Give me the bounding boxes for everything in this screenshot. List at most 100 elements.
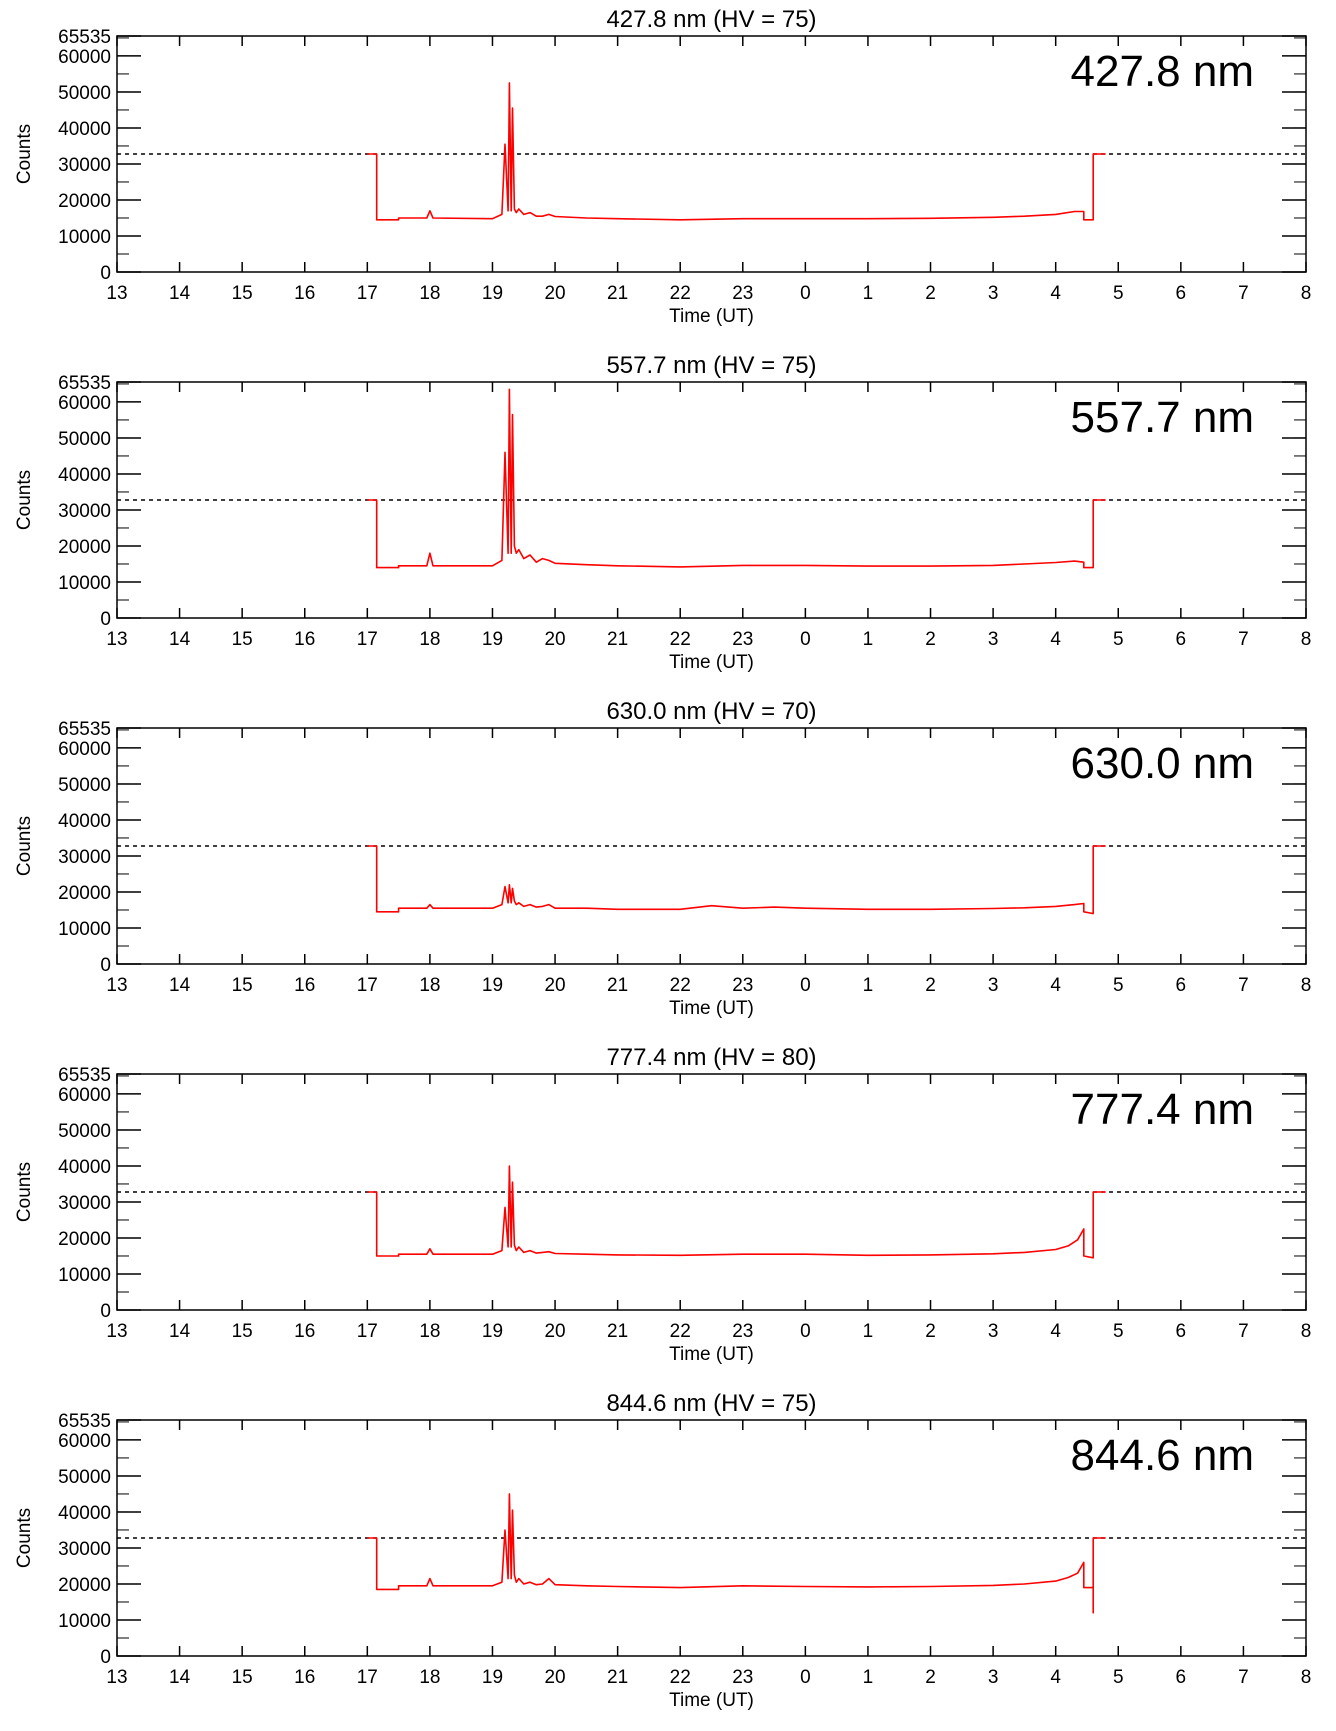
- x-tick-label: 16: [294, 1667, 315, 1688]
- x-tick-label: 7: [1238, 629, 1249, 650]
- x-tick-label: 4: [1050, 1321, 1061, 1342]
- x-tick-label: 0: [800, 283, 811, 304]
- wavelength-label: 777.4 nm: [1071, 1085, 1254, 1134]
- chart-panel: 844.6 nm (HV = 75) 0 10000 20000 30000 40000 5…: [14, 1390, 1311, 1711]
- y-tick-label: 20000: [58, 883, 111, 904]
- x-tick-label: 7: [1238, 1321, 1249, 1342]
- y-tick-label: 50000: [58, 83, 111, 104]
- y-axis-title: Counts: [14, 470, 35, 530]
- x-tick-label: 13: [106, 1667, 127, 1688]
- x-tick-label: 1: [863, 283, 874, 304]
- x-tick-label: 8: [1301, 1667, 1312, 1688]
- x-tick-label: 14: [169, 629, 191, 650]
- y-tick-label: 60000: [58, 393, 111, 414]
- y-tick-label: 10000: [58, 919, 111, 940]
- panel-title: 630.0 nm (HV = 70): [606, 698, 816, 725]
- series-line: [367, 845, 1106, 915]
- x-tick-label: 16: [294, 975, 315, 996]
- x-tick-label: 23: [732, 629, 753, 650]
- x-tick-label: 8: [1301, 629, 1312, 650]
- y-axis-title: Counts: [14, 1162, 35, 1222]
- x-tick-label: 8: [1301, 283, 1312, 304]
- x-tick-label: 16: [294, 283, 315, 304]
- y-tick-label: 0: [100, 1647, 111, 1668]
- wavelength-label: 427.8 nm: [1071, 47, 1254, 96]
- x-tick-label: 17: [357, 629, 378, 650]
- y-tick-label: 40000: [58, 811, 111, 832]
- series-line: [367, 1493, 1106, 1614]
- x-tick-label: 5: [1113, 1667, 1124, 1688]
- y-tick-label: 10000: [58, 1611, 111, 1632]
- x-tick-label: 2: [925, 1321, 936, 1342]
- x-tick-label: 3: [988, 629, 999, 650]
- x-axis-title: Time (UT): [669, 306, 754, 327]
- y-tick-label: 30000: [58, 847, 111, 868]
- y-tick-label: 60000: [58, 1431, 111, 1452]
- x-axis-title: Time (UT): [669, 1690, 754, 1711]
- x-tick-label: 22: [670, 283, 691, 304]
- x-tick-label: 15: [232, 975, 253, 996]
- x-tick-label: 6: [1176, 1667, 1187, 1688]
- y-tick-label: 0: [100, 955, 111, 976]
- panel-title: 844.6 nm (HV = 75): [606, 1390, 816, 1417]
- y-tick-label: 10000: [58, 227, 111, 248]
- x-tick-label: 5: [1113, 975, 1124, 996]
- series-line: [367, 82, 1106, 221]
- x-tick-label: 20: [544, 1667, 565, 1688]
- y-tick-label: 40000: [58, 1157, 111, 1178]
- x-tick-label: 19: [482, 1667, 503, 1688]
- y-tick-label: 10000: [58, 573, 111, 594]
- x-tick-label: 23: [732, 1321, 753, 1342]
- y-tick-label: 40000: [58, 1503, 111, 1524]
- x-tick-label: 2: [925, 1667, 936, 1688]
- x-tick-label: 21: [607, 1321, 628, 1342]
- x-tick-label: 19: [482, 1321, 503, 1342]
- x-tick-label: 17: [357, 283, 378, 304]
- x-tick-label: 23: [732, 1667, 753, 1688]
- x-tick-label: 8: [1301, 975, 1312, 996]
- y-tick-label: 60000: [58, 1085, 111, 1106]
- x-tick-label: 4: [1050, 975, 1061, 996]
- y-tick-label: 40000: [58, 465, 111, 486]
- x-tick-label: 13: [106, 629, 127, 650]
- x-tick-label: 0: [800, 1321, 811, 1342]
- x-tick-label: 19: [482, 629, 503, 650]
- x-tick-label: 18: [419, 1321, 440, 1342]
- x-tick-label: 21: [607, 629, 628, 650]
- y-tick-label: 65535: [58, 719, 111, 740]
- x-tick-label: 19: [482, 975, 503, 996]
- chart-panel: 427.8 nm (HV = 75) 0 10000 20000 30000 40000 5…: [14, 6, 1311, 327]
- x-tick-label: 6: [1176, 975, 1187, 996]
- x-tick-label: 18: [419, 629, 440, 650]
- x-tick-label: 23: [732, 975, 753, 996]
- x-tick-label: 14: [169, 1321, 191, 1342]
- x-tick-label: 1: [863, 1321, 874, 1342]
- x-tick-label: 3: [988, 1321, 999, 1342]
- x-tick-label: 15: [232, 1667, 253, 1688]
- wavelength-label: 557.7 nm: [1071, 393, 1254, 442]
- x-tick-label: 14: [169, 975, 191, 996]
- panel-title: 777.4 nm (HV = 80): [606, 1044, 816, 1071]
- x-tick-label: 1: [863, 629, 874, 650]
- x-tick-label: 22: [670, 1667, 691, 1688]
- series-line: [367, 1165, 1106, 1259]
- y-tick-label: 50000: [58, 1467, 111, 1488]
- y-tick-label: 20000: [58, 191, 111, 212]
- x-tick-label: 4: [1050, 283, 1061, 304]
- x-tick-label: 21: [607, 1667, 628, 1688]
- x-tick-label: 13: [106, 975, 127, 996]
- x-tick-label: 22: [670, 975, 691, 996]
- x-tick-label: 17: [357, 975, 378, 996]
- x-tick-label: 4: [1050, 629, 1061, 650]
- y-tick-label: 65535: [58, 1065, 111, 1086]
- y-tick-label: 20000: [58, 1575, 111, 1596]
- y-tick-label: 50000: [58, 775, 111, 796]
- y-tick-label: 65535: [58, 27, 111, 48]
- y-tick-label: 30000: [58, 501, 111, 522]
- y-tick-label: 50000: [58, 1121, 111, 1142]
- x-tick-label: 23: [732, 283, 753, 304]
- x-tick-label: 1: [863, 1667, 874, 1688]
- x-tick-label: 21: [607, 975, 628, 996]
- x-tick-label: 18: [419, 1667, 440, 1688]
- x-tick-label: 3: [988, 975, 999, 996]
